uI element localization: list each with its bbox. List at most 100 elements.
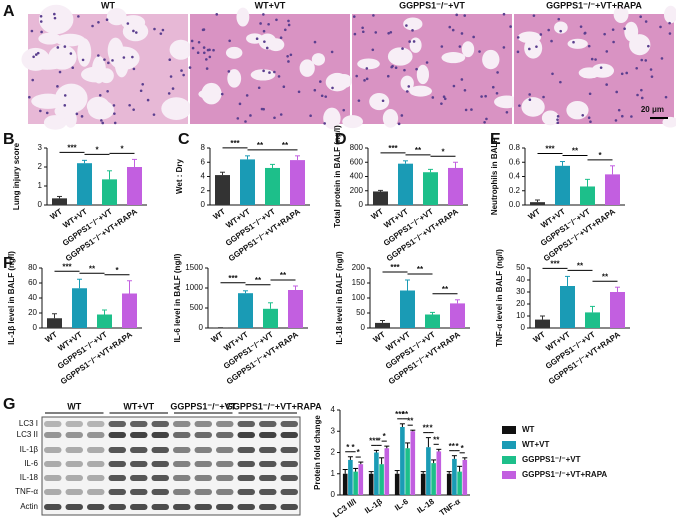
nucleus: [572, 40, 575, 44]
micrograph-title: GGPPS1⁻/⁻+VT: [399, 0, 465, 10]
blot-band: [87, 475, 105, 481]
nucleus: [80, 115, 84, 118]
nucleus: [559, 80, 562, 84]
bar: [431, 463, 436, 495]
blot-band: [173, 447, 191, 453]
nucleus: [101, 121, 105, 125]
nucleus: [331, 86, 334, 90]
alveolus: [227, 69, 242, 88]
bar: [353, 471, 358, 495]
blot-band: [44, 432, 62, 438]
nucleus: [238, 102, 242, 106]
bar: [452, 458, 457, 495]
blot-band: [87, 489, 105, 495]
x-tick-label: WT: [49, 207, 64, 222]
bar: [77, 163, 92, 205]
significance-label: **: [442, 285, 449, 294]
blot-band: [259, 447, 277, 453]
blot-band: [44, 421, 62, 427]
blot-band: [44, 504, 62, 510]
blot-band: [130, 489, 148, 495]
y-tick-label: 0: [199, 323, 204, 332]
alveolus: [369, 93, 390, 111]
blot-band: [173, 475, 191, 481]
bar: [410, 431, 416, 495]
alveolus: [311, 53, 326, 66]
nucleus: [365, 77, 369, 81]
significance-label: ***: [228, 274, 238, 283]
nucleus: [282, 85, 286, 89]
significance-label: **: [89, 264, 96, 273]
nucleus: [502, 46, 506, 49]
y-tick-label: 60: [28, 278, 37, 287]
nucleus: [448, 25, 452, 29]
nucleus: [532, 14, 536, 17]
nucleus: [535, 45, 538, 48]
panel-letter: E: [490, 131, 501, 148]
alveolus: [225, 46, 243, 59]
blot-band: [108, 421, 126, 427]
blot-band: [216, 475, 234, 481]
bar: [240, 159, 255, 205]
nucleus: [620, 72, 624, 76]
x-tick-label: WT: [44, 330, 59, 345]
x-tick-label: WT: [527, 207, 542, 222]
blot-band: [65, 475, 83, 481]
nucleus: [547, 28, 550, 32]
nucleus: [405, 24, 408, 27]
nucleus: [640, 58, 644, 62]
nucleus: [403, 68, 406, 72]
significance-label: **: [572, 147, 579, 156]
nucleus: [361, 30, 365, 34]
nucleus: [28, 95, 31, 99]
nucleus: [107, 61, 110, 65]
nucleus: [126, 22, 130, 25]
nucleus: [400, 114, 404, 117]
y-tick-label: 500: [190, 303, 204, 312]
nucleus: [58, 70, 62, 74]
nucleus: [472, 35, 475, 39]
nucleus: [599, 66, 603, 69]
blot-band: [87, 432, 105, 438]
nucleus: [623, 27, 626, 30]
micrograph: [21, 4, 193, 130]
nucleus: [611, 28, 615, 31]
nucleus: [509, 25, 512, 28]
x-tick-label: WT: [532, 330, 547, 345]
significance-label: *: [461, 444, 465, 453]
significance-label: *: [357, 448, 361, 457]
y-axis-label: TNF-α level in BALF (ng/l): [495, 249, 504, 347]
nucleus: [330, 50, 334, 54]
nucleus: [286, 54, 289, 58]
nucleus: [122, 56, 126, 59]
nucleus: [105, 18, 109, 22]
nucleus: [491, 85, 495, 89]
nucleus: [559, 29, 563, 33]
micrograph: [188, 7, 353, 129]
nucleus: [289, 53, 293, 57]
nucleus: [135, 31, 138, 34]
nucleus: [279, 113, 283, 116]
blot-band: [130, 421, 148, 427]
x-tick-label: LC3 II/I: [331, 497, 358, 519]
bar: [423, 172, 438, 205]
significance-label: *: [429, 424, 433, 433]
nucleus: [111, 59, 114, 62]
bar: [47, 318, 62, 328]
nucleus: [639, 15, 642, 18]
nucleus: [244, 120, 247, 123]
panel-letter: C: [178, 131, 190, 148]
nucleus: [415, 67, 418, 71]
nucleus: [579, 25, 583, 28]
nucleus: [668, 21, 671, 25]
blot-band: [259, 461, 277, 467]
nucleus: [605, 83, 608, 86]
alveolus: [38, 4, 74, 35]
nucleus: [39, 15, 43, 18]
bar: [580, 186, 595, 205]
bar: [238, 293, 253, 328]
bar: [560, 286, 575, 328]
nucleus: [267, 22, 270, 26]
nucleus: [167, 92, 171, 95]
alveolus: [267, 38, 285, 52]
